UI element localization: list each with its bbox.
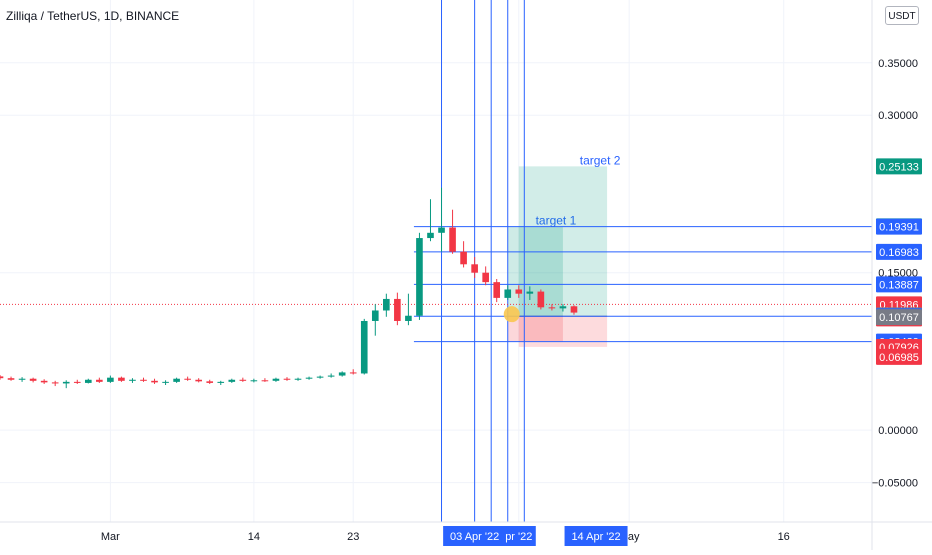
- candle[interactable]: [383, 298, 390, 311]
- candle[interactable]: [338, 372, 346, 376]
- candle[interactable]: [515, 289, 523, 294]
- candle[interactable]: [405, 315, 412, 321]
- position-profit-zone[interactable]: [507, 226, 563, 317]
- candle[interactable]: [96, 379, 103, 382]
- position-loss-zone[interactable]: [507, 316, 563, 342]
- candle[interactable]: [250, 380, 258, 382]
- price-label[interactable]: [876, 243, 922, 260]
- price-label[interactable]: [876, 348, 922, 365]
- candle[interactable]: [151, 380, 158, 383]
- symbol-title[interactable]: Zilliqa / TetherUS, 1D, BINANCE: [6, 9, 180, 23]
- candle[interactable]: [7, 378, 15, 380]
- candle[interactable]: [537, 291, 545, 308]
- price-label-text: 0.13887: [879, 279, 919, 291]
- price-label[interactable]: [876, 158, 922, 175]
- time-label-text: 14 Apr '22: [571, 531, 620, 543]
- candle[interactable]: [84, 379, 92, 383]
- price-label-text: 0.06985: [879, 352, 919, 364]
- candle[interactable]: [438, 227, 445, 233]
- candle[interactable]: [548, 307, 556, 309]
- x-tick-label: 23: [347, 531, 359, 543]
- candle[interactable]: [51, 382, 59, 384]
- candle[interactable]: [493, 282, 501, 298]
- candle[interactable]: [173, 378, 180, 382]
- price-label[interactable]: [876, 218, 922, 235]
- candle[interactable]: [305, 377, 313, 379]
- time-label[interactable]: [443, 526, 507, 546]
- candle[interactable]: [217, 381, 225, 383]
- time-label[interactable]: [501, 526, 536, 546]
- y-tick-label: 0.35000: [878, 58, 918, 70]
- highlight-marker[interactable]: [503, 306, 520, 323]
- candle[interactable]: [18, 378, 26, 380]
- candle[interactable]: [29, 378, 37, 381]
- position-profit-zone[interactable]: [518, 166, 608, 317]
- candle[interactable]: [394, 298, 401, 321]
- candle[interactable]: [416, 238, 423, 316]
- position-target-label: target 2: [580, 153, 621, 167]
- candle[interactable]: [482, 272, 489, 283]
- candle[interactable]: [349, 372, 357, 374]
- candle[interactable]: [118, 377, 125, 381]
- x-tick-label: 16: [778, 531, 790, 543]
- price-label-text: 0.19391: [879, 222, 919, 234]
- candle[interactable]: [0, 376, 4, 379]
- candle[interactable]: [316, 376, 324, 378]
- plot-background[interactable]: [0, 0, 872, 522]
- candle[interactable]: [40, 380, 48, 383]
- candle[interactable]: [449, 227, 456, 252]
- x-tick-label: Mar: [101, 531, 120, 543]
- candle[interactable]: [73, 381, 81, 383]
- price-label-text: 0.16983: [879, 247, 919, 259]
- candle[interactable]: [272, 378, 280, 381]
- time-label-text: pr '22: [505, 531, 532, 543]
- candle[interactable]: [283, 378, 291, 380]
- candle[interactable]: [559, 306, 567, 309]
- candle[interactable]: [570, 306, 578, 313]
- candle[interactable]: [184, 378, 191, 380]
- time-label[interactable]: [564, 526, 628, 546]
- candle[interactable]: [195, 379, 202, 382]
- currency-button[interactable]: USDT: [885, 6, 919, 25]
- candle[interactable]: [427, 232, 434, 239]
- candle[interactable]: [261, 380, 269, 382]
- time-label-text: 03 Apr '22: [450, 531, 499, 543]
- candle[interactable]: [504, 289, 512, 298]
- y-tick-label: 0.00000: [878, 425, 918, 437]
- candle[interactable]: [162, 381, 169, 383]
- candle[interactable]: [371, 310, 379, 321]
- candle[interactable]: [129, 379, 136, 381]
- candle[interactable]: [62, 381, 70, 384]
- price-label-text: 0.25133: [879, 161, 919, 173]
- candle[interactable]: [228, 379, 236, 382]
- price-label-text: 0.10767: [879, 312, 919, 324]
- position-target-label: target 1: [536, 214, 577, 228]
- candle[interactable]: [206, 381, 214, 383]
- candle[interactable]: [360, 320, 368, 374]
- candle[interactable]: [107, 377, 114, 382]
- x-tick-label: 14: [248, 531, 260, 543]
- candle[interactable]: [294, 378, 302, 380]
- candle[interactable]: [140, 379, 147, 381]
- candle[interactable]: [471, 264, 478, 273]
- candle[interactable]: [327, 375, 335, 377]
- candle[interactable]: [526, 291, 534, 294]
- candle[interactable]: [239, 379, 247, 381]
- price-label[interactable]: [876, 309, 922, 326]
- y-tick-label: −0.05000: [872, 478, 918, 490]
- price-label[interactable]: [876, 276, 922, 293]
- candle[interactable]: [460, 251, 467, 265]
- position-loss-zone[interactable]: [518, 316, 608, 347]
- y-tick-label: 0.30000: [878, 110, 918, 122]
